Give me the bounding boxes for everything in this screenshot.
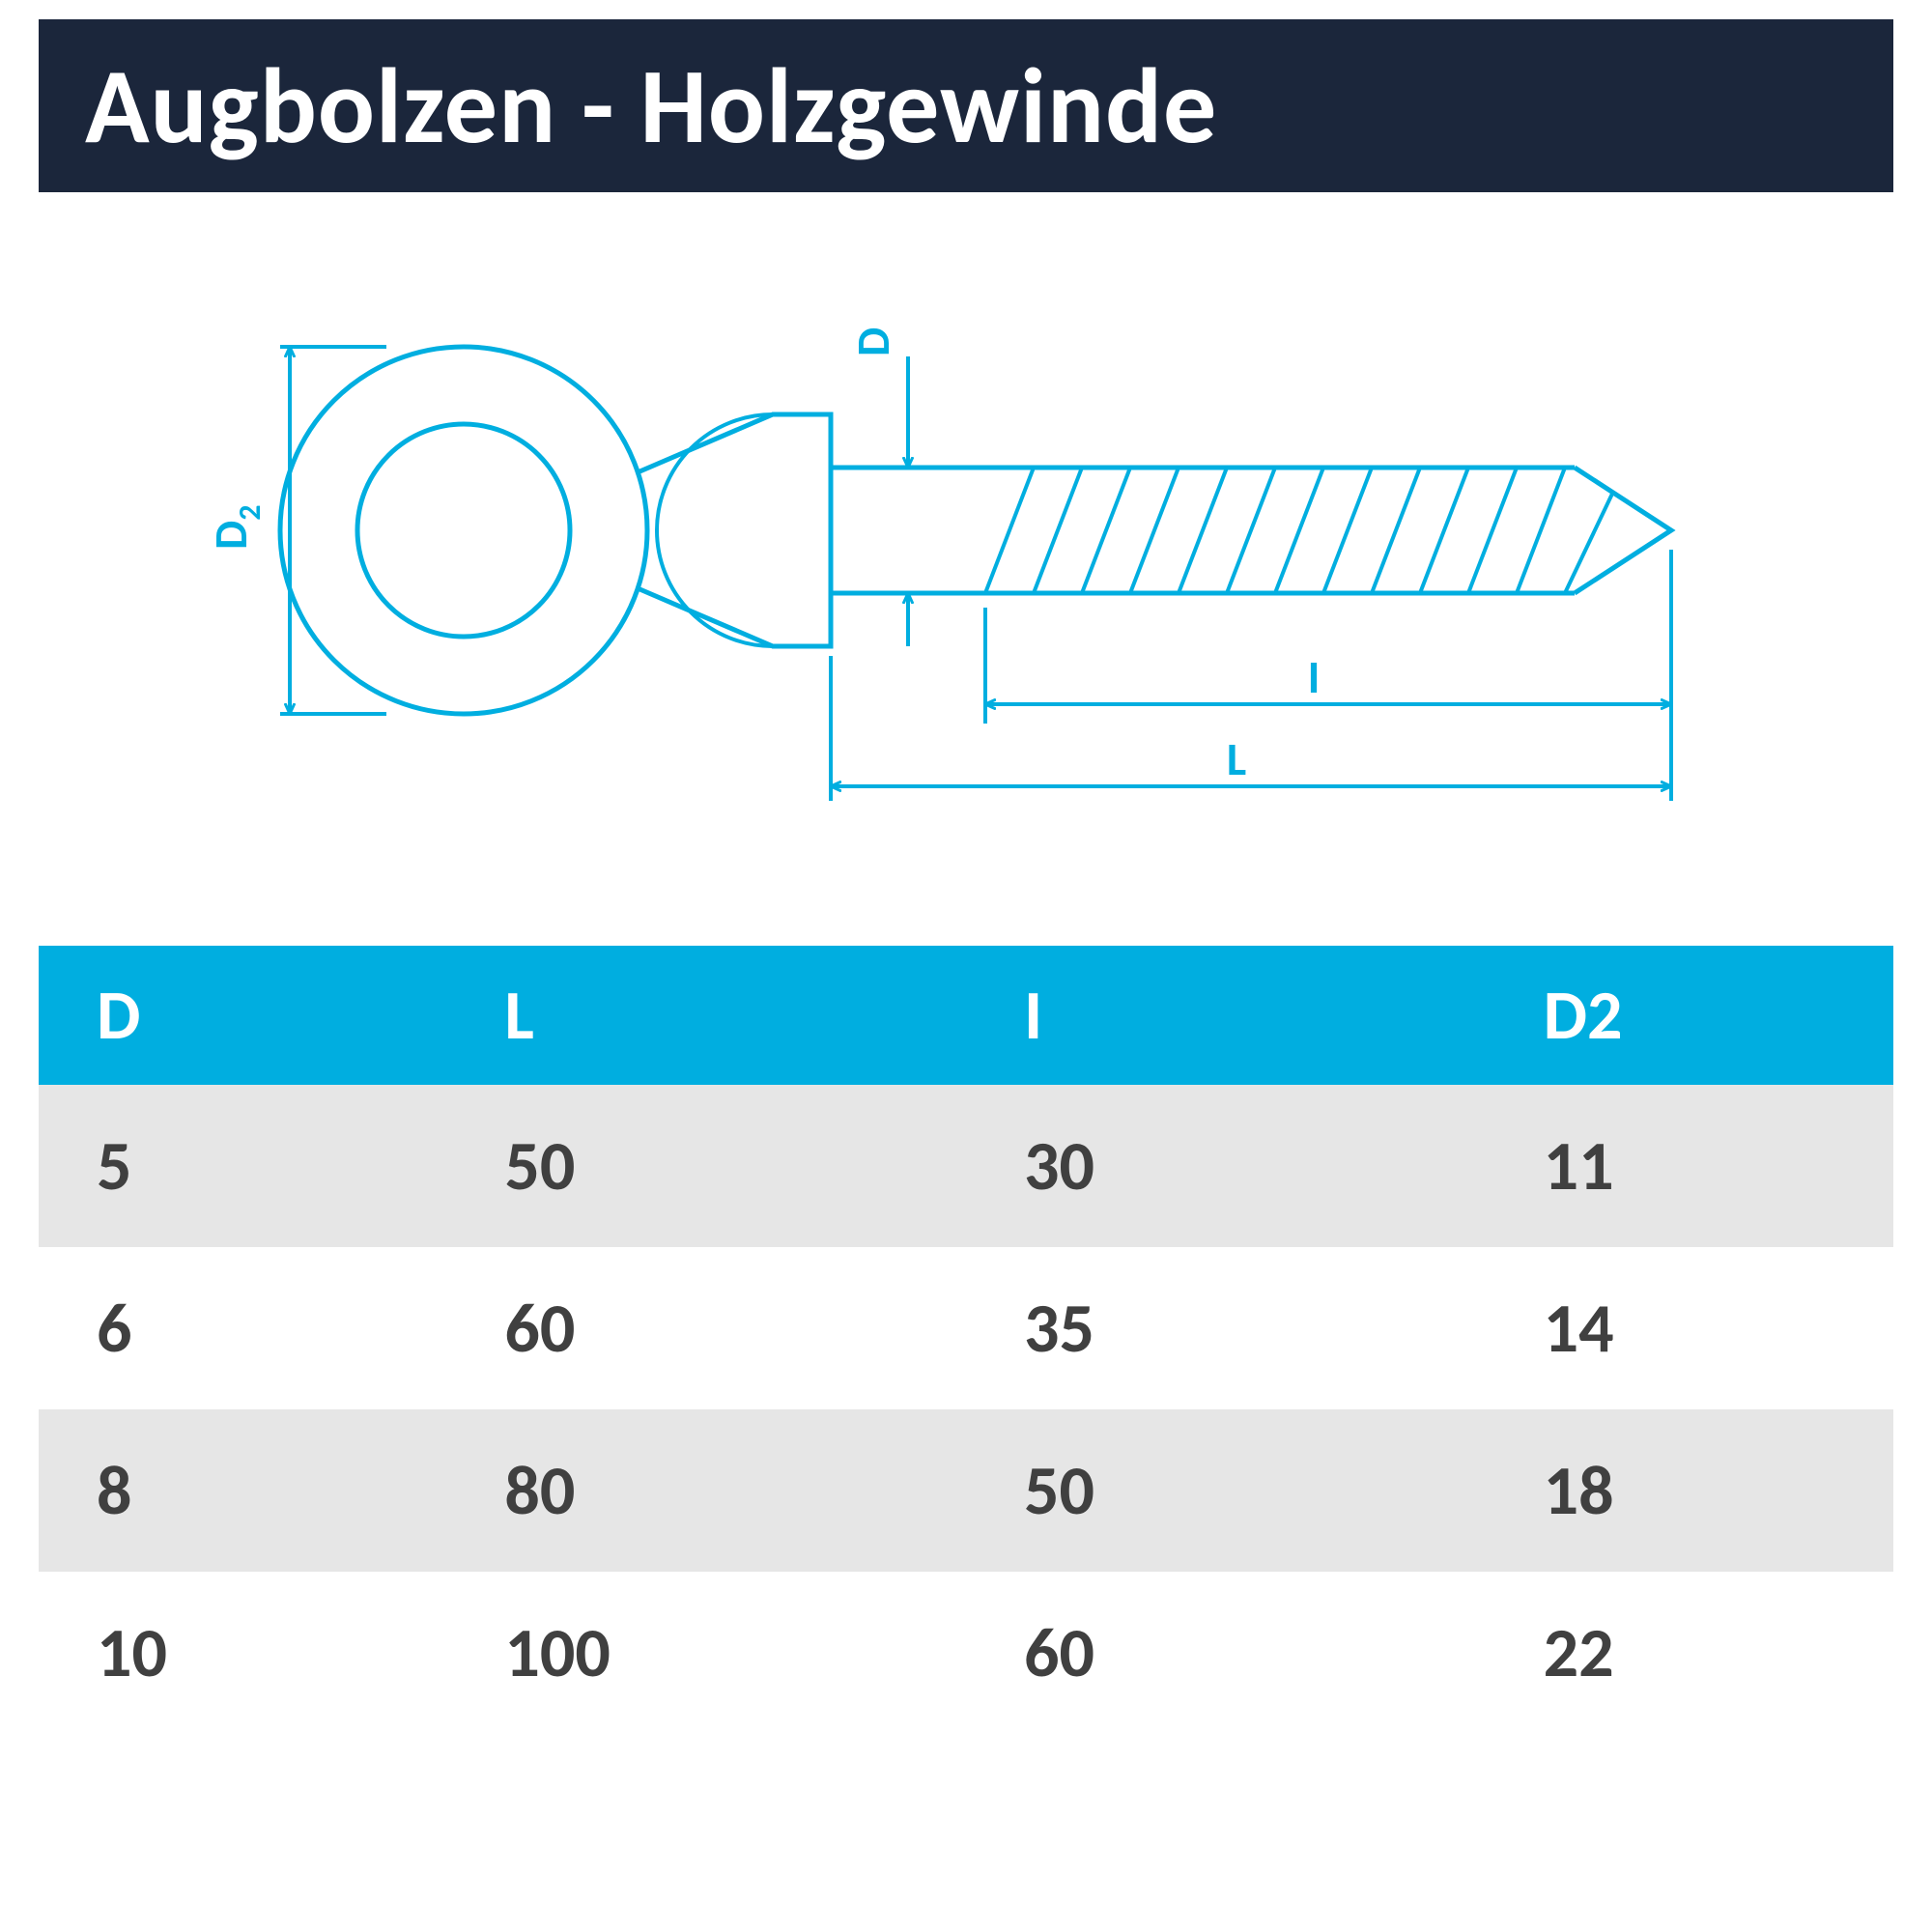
eyebolt-diagram: D2 D I L bbox=[39, 250, 1893, 868]
thread-hatch bbox=[985, 468, 1613, 593]
dim-D bbox=[869, 356, 937, 646]
col-L: L bbox=[446, 946, 966, 1085]
table-row: 8 80 50 18 bbox=[39, 1409, 1893, 1572]
cell: 14 bbox=[1486, 1247, 1893, 1409]
dimensions-table: D L I D2 5 50 30 11 6 60 35 14 8 80 50 1… bbox=[39, 946, 1893, 1734]
dim-L bbox=[831, 656, 1671, 801]
eyebolt-body bbox=[280, 347, 1671, 714]
cell: 50 bbox=[966, 1409, 1486, 1572]
eyebolt-svg: D2 D I L bbox=[97, 260, 1835, 839]
dim-label-I: I bbox=[1308, 648, 1321, 705]
cell: 22 bbox=[1486, 1572, 1893, 1734]
page-title: Augbolzen - Holzgewinde bbox=[39, 19, 1893, 192]
table-header-row: D L I D2 bbox=[39, 946, 1893, 1085]
col-D2: D2 bbox=[1486, 946, 1893, 1085]
cell: 11 bbox=[1486, 1085, 1893, 1247]
table-row: 6 60 35 14 bbox=[39, 1247, 1893, 1409]
table-row: 5 50 30 11 bbox=[39, 1085, 1893, 1247]
dim-label-L: L bbox=[1227, 730, 1246, 787]
cell: 100 bbox=[446, 1572, 966, 1734]
cell: 18 bbox=[1486, 1409, 1893, 1572]
cell: 80 bbox=[446, 1409, 966, 1572]
cell: 8 bbox=[39, 1409, 446, 1572]
col-I: I bbox=[966, 946, 1486, 1085]
cell: 60 bbox=[966, 1572, 1486, 1734]
cell: 5 bbox=[39, 1085, 446, 1247]
cell: 10 bbox=[39, 1572, 446, 1734]
cell: 50 bbox=[446, 1085, 966, 1247]
dim-label-D: D bbox=[844, 327, 901, 356]
cell: 6 bbox=[39, 1247, 446, 1409]
dim-label-D2: D2 bbox=[202, 505, 269, 550]
col-D: D bbox=[39, 946, 446, 1085]
cell: 30 bbox=[966, 1085, 1486, 1247]
cell: 35 bbox=[966, 1247, 1486, 1409]
table-row: 10 100 60 22 bbox=[39, 1572, 1893, 1734]
cell: 60 bbox=[446, 1247, 966, 1409]
